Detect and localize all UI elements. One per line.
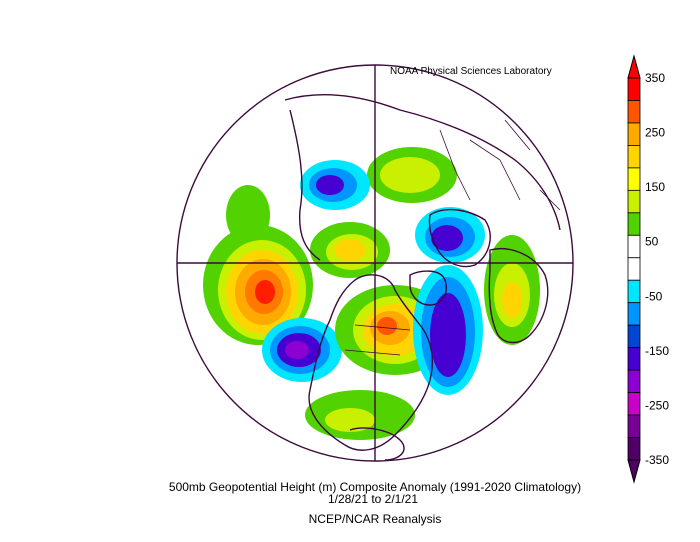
coastline-africa [488, 248, 549, 344]
caption-title: 500mb Geopotential Height (m) Composite … [168, 480, 582, 494]
colorbar: 350 250 150 50 -50 -150 -250 -350 [627, 54, 669, 484]
colorbar-swatch [627, 369, 641, 393]
coastline-greenland [409, 270, 447, 306]
colorbar-label: 50 [645, 235, 659, 249]
colorbar-label: 350 [645, 71, 665, 85]
colorbar-label: -350 [645, 453, 669, 467]
colorbar-swatch [627, 347, 641, 371]
credit-text: NOAA Physical Sciences Laboratory [390, 66, 552, 77]
tropical-high-anomaly [305, 390, 415, 440]
colorbar-swatch [627, 392, 641, 416]
colorbar-label: 150 [645, 180, 665, 194]
east-atlantic-high-anomaly [484, 235, 540, 345]
coastline-north-america [308, 274, 433, 451]
colorbar-label: -50 [645, 289, 663, 303]
colorbar-swatch [627, 77, 641, 101]
ne-pacific-low-anomaly [262, 318, 342, 382]
colorbar-swatch [627, 212, 641, 236]
coastline-asia [284, 94, 561, 261]
colorbar-swatch [627, 122, 641, 146]
caption-dates: 1/28/21 to 2/1/21 [327, 492, 419, 506]
colorbar-swatch [627, 324, 641, 349]
europe-low-anomaly [415, 207, 485, 263]
asia-high-anomaly [367, 147, 457, 203]
colorbar-swatch [627, 257, 641, 281]
colorbar-arrow-top [627, 54, 641, 79]
colorbar-swatch [627, 145, 641, 169]
colorbar-swatch [627, 189, 641, 214]
colorbar-swatch [627, 302, 641, 326]
coastline-south-america [349, 427, 405, 461]
colorbar-swatch [627, 414, 641, 438]
colorbar-swatch [627, 100, 641, 124]
colorbar-swatch [627, 437, 641, 461]
colorbar-label: -150 [645, 344, 669, 358]
country-borders [344, 119, 561, 356]
colorbar-label: 250 [645, 126, 665, 140]
colorbar-label: -250 [645, 398, 669, 412]
coastline-europe [428, 208, 491, 268]
pacific-high-anomaly [203, 185, 313, 345]
colorbar-arrow-bottom [627, 459, 641, 484]
colorbar-swatch [627, 167, 641, 191]
siberia-high-anomaly [310, 222, 390, 278]
siberia-low-anomaly [300, 160, 370, 210]
caption-source: NCEP/NCAR Reanalysis [308, 512, 442, 526]
map-lines [176, 64, 574, 462]
colorbar-swatch [627, 234, 641, 259]
colorbar-swatch [627, 279, 641, 304]
